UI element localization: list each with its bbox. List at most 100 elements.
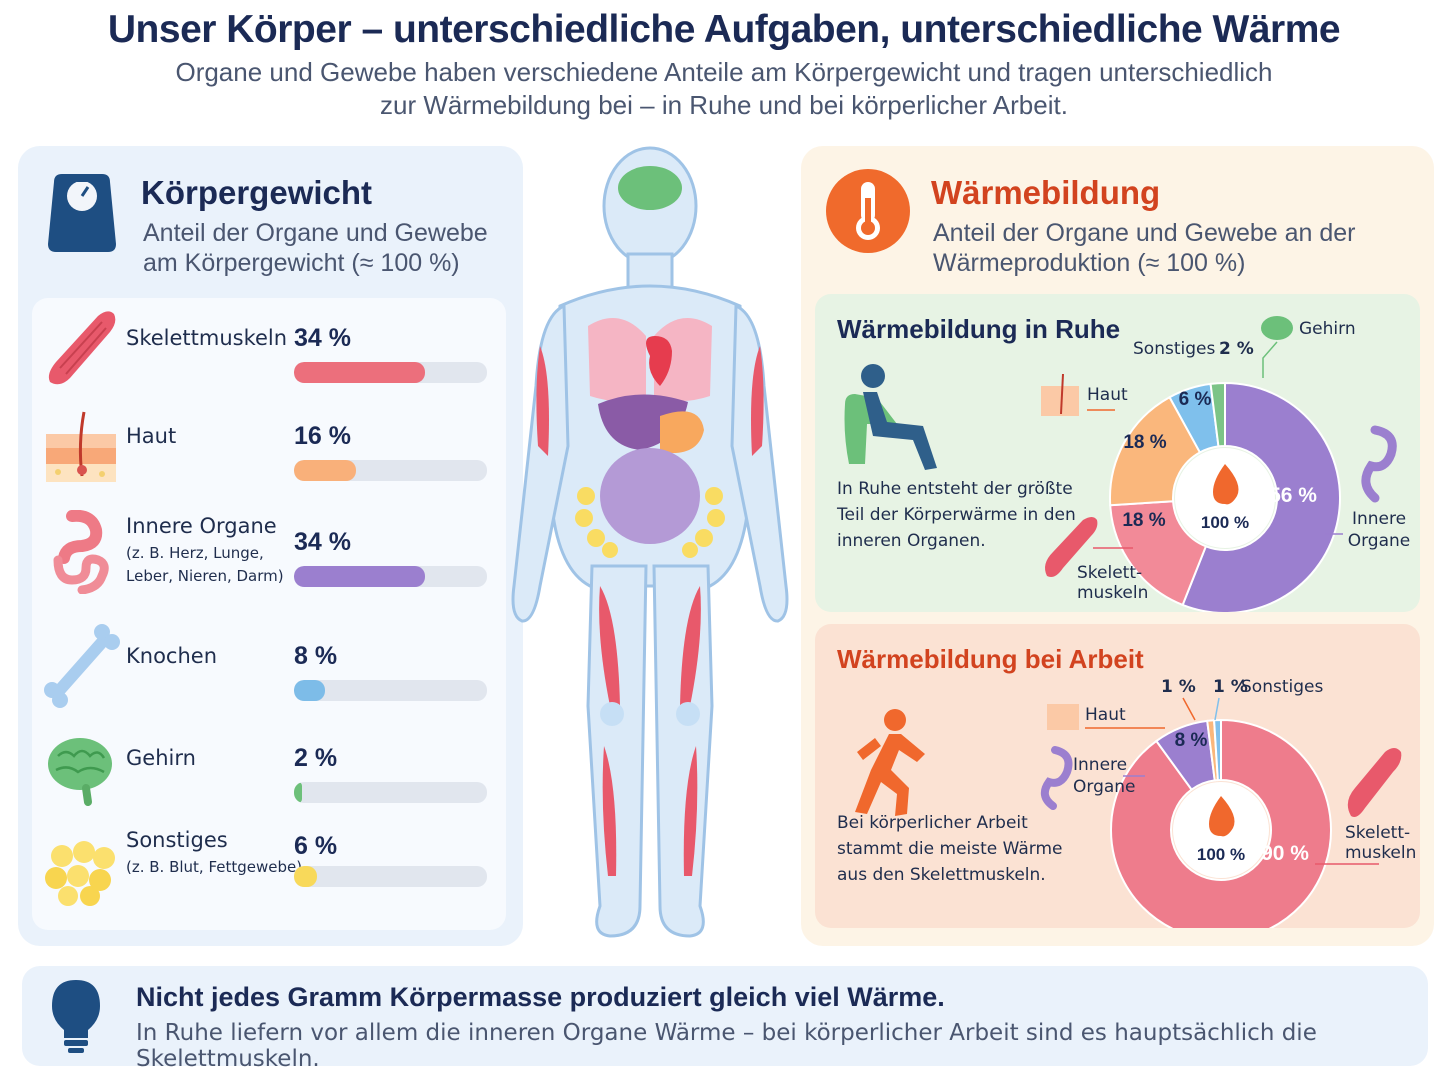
pie-category-label: Haut [1087, 385, 1128, 405]
donut-center-label: 100 % [1201, 513, 1249, 532]
pie-value-label: 2 % [1219, 339, 1254, 359]
brain-icon [618, 166, 682, 210]
footer-title: Nicht jedes Gramm Körpermasse produziert… [136, 982, 945, 1012]
donut-center-label: 100 % [1197, 845, 1245, 864]
bar-fill [294, 362, 426, 383]
bar-label: Gehirn [126, 746, 196, 770]
leader-line [1182, 697, 1196, 721]
leader-line [1262, 341, 1278, 378]
bar-track [294, 460, 487, 481]
bar-label: Sonstiges [126, 828, 228, 852]
pie-category-label: muskeln [1077, 583, 1148, 603]
brain-icon [1261, 316, 1293, 340]
intestine-icon [600, 448, 700, 544]
weight-bar-chart: Skelettmuskeln 34 % Haut 16 % In [32, 298, 506, 930]
scale-icon [48, 174, 116, 252]
pie-value-label: 6 % [1179, 389, 1212, 410]
pie-category-label: Sonstiges [1133, 339, 1215, 359]
pie-slice-skelettmuskeln [1110, 718, 1332, 928]
work-text: Bei körperlicher Arbeit stammt die meist… [837, 813, 1063, 885]
pie-category-label: Organe [1073, 777, 1136, 797]
pie-value-label: 1 % [1161, 677, 1196, 697]
intestine-icon [1040, 746, 1073, 810]
pie-category-label: Gehirn [1299, 319, 1356, 339]
running-person-icon [855, 709, 925, 816]
bar-value: 6 % [294, 832, 338, 860]
heat-title: Wärmebildung [931, 174, 1161, 211]
muscle-icon [1045, 517, 1098, 577]
pie-category-label: Skelett- [1077, 563, 1142, 583]
pie-slice-haut [1109, 395, 1202, 507]
pie-category-label: Innere [1352, 509, 1406, 529]
bar-value: 16 % [294, 422, 351, 450]
bar-row-haut: Haut 16 % [32, 400, 506, 500]
flame-icon [1213, 464, 1239, 505]
rest-text: In Ruhe entsteht der größte Teil der Kör… [837, 479, 1076, 551]
bar-value: 2 % [294, 744, 338, 772]
bar-fill [294, 460, 356, 481]
pie-value-label: 18 % [1123, 432, 1166, 453]
bar-fill [294, 680, 325, 701]
bar-track [294, 362, 487, 383]
work-pie-chart: 90 %8 %100 %1 % 1 %SonstigesHautInnereOrg… [1040, 677, 1416, 928]
intestine-icon [1361, 425, 1397, 503]
bar-sublabel: (z. B. Herz, Lunge, Leber, Nieren, Darm) [126, 544, 284, 585]
bar-row-skelettmuskeln: Skelettmuskeln 34 % [32, 302, 506, 402]
bar-value: 8 % [294, 642, 338, 670]
footer-text: In Ruhe liefern vor allem die inneren Or… [136, 1020, 1317, 1072]
bar-row-innere-organe: Innere Organe (z. B. Herz, Lunge, Leber,… [32, 506, 506, 606]
bone-icon [44, 624, 120, 708]
pie-category-label: Innere [1073, 755, 1127, 775]
bar-label: Knochen [126, 644, 218, 668]
bar-track [294, 782, 487, 803]
bar-track [294, 680, 487, 701]
brain-icon [48, 738, 112, 806]
bar-label: Haut [126, 424, 177, 448]
leader-line [1214, 697, 1220, 721]
pie-value-label: 90 % [1261, 842, 1309, 865]
sitting-person-icon [844, 364, 937, 470]
rest-pie-chart: 56 % 18 % 18 % 6 % 100 % Gehirn Sonstiges 2 % Ha… [1041, 316, 1411, 612]
bar-sublabel: (z. B. Blut, Fettgewebe) [126, 858, 303, 876]
bar-value: 34 % [294, 528, 351, 556]
subtitle-line-1: Organe und Gewebe haben verschiedene Ant… [175, 57, 1273, 87]
bar-row-gehirn: Gehirn 2 % [32, 722, 506, 822]
bar-row-sonstiges: Sonstiges (z. B. Blut, Fettgewebe) 6 % [32, 822, 506, 922]
bar-track [294, 566, 487, 587]
bar-value: 34 % [294, 324, 351, 352]
heart-icon [646, 336, 672, 386]
flame-icon [1209, 796, 1235, 837]
intestine-icon [53, 510, 109, 594]
muscle-icon [48, 311, 116, 385]
pie-category-label: Organe [1348, 531, 1411, 551]
rest-card: Wärmebildung in Ruhe In Ruhe entsteht de… [815, 294, 1420, 612]
bar-label: Innere Organe [126, 514, 277, 538]
heat-subtitle: Anteil der Organe und Gewebe an der Wärm… [933, 219, 1356, 277]
bar-label: Skelettmuskeln [126, 326, 288, 350]
bar-fill [294, 866, 318, 887]
pie-value-label: 18 % [1122, 510, 1165, 531]
pie-slice-innere-organe [1181, 381, 1341, 612]
pie-category-label: Haut [1085, 705, 1126, 725]
page-subtitle: Organe und Gewebe haben verschiedene Ant… [0, 56, 1448, 122]
fat-icon [45, 841, 115, 906]
pie-value-label: 8 % [1175, 730, 1208, 751]
header: Unser Körper – unterschiedliche Aufgaben… [0, 8, 1448, 122]
work-card: Wärmebildung bei Arbeit Bei körperlicher… [815, 624, 1420, 928]
pie-value-label: 56 % [1269, 484, 1317, 507]
pie-slice-gehirn [1209, 381, 1226, 448]
bar-row-knochen: Knochen 8 % [32, 620, 506, 720]
rest-title: Wärmebildung in Ruhe [837, 314, 1121, 344]
thermometer-icon [826, 169, 910, 253]
pie-value-label: 1 % [1213, 677, 1248, 697]
bar-fill [294, 566, 426, 587]
skin-icon [1047, 704, 1079, 730]
skin-icon [1041, 386, 1079, 416]
weight-title: Körpergewicht [141, 174, 373, 211]
footer-note: Nicht jedes Gramm Körpermasse produziert… [22, 966, 1428, 1072]
pie-category-label: Skelett- [1345, 823, 1410, 843]
pie-slice-skelettmuskeln [1109, 500, 1208, 607]
weight-panel: Körpergewicht Anteil der Organe und Gewe… [18, 146, 523, 946]
subtitle-line-2: zur Wärmebildung bei – in Ruhe und bei k… [380, 90, 1068, 120]
pie-category-label: muskeln [1345, 843, 1416, 863]
